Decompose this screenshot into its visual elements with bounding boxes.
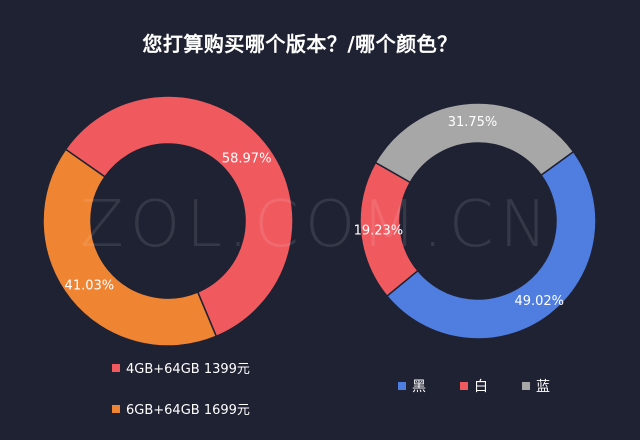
legend-label-black: 黑 bbox=[412, 379, 426, 395]
legend-item-black: 黑 bbox=[398, 376, 426, 396]
legend-swatch-white bbox=[460, 382, 468, 390]
legend-colors: 黑 白 蓝 bbox=[398, 376, 584, 396]
chart-title: 您打算购买哪个版本？/哪个颜色？ bbox=[142, 32, 458, 56]
legend-swatch-4gb bbox=[112, 363, 120, 372]
slice-label-right-1: 19.23% bbox=[354, 224, 404, 239]
slice-label-right-0: 49.02% bbox=[514, 294, 564, 309]
legend-label-white: 白 bbox=[474, 379, 488, 395]
slice-label-left-1: 41.03% bbox=[65, 278, 115, 293]
watermark: ZOL.COM.CN bbox=[80, 188, 554, 262]
legend-swatch-black bbox=[398, 382, 406, 390]
legend-label-blue: 蓝 bbox=[536, 379, 550, 395]
slice-right-0 bbox=[385, 150, 597, 340]
legend-item-4gb: 4GB+64GB 1399元 bbox=[112, 358, 250, 377]
legend-label-4gb: 4GB+64GB 1399元 bbox=[126, 362, 250, 377]
donut-right: 49.02% 19.23% 31.75% bbox=[354, 102, 597, 340]
slice-label-right-2: 31.75% bbox=[448, 115, 498, 130]
donut-left: 58.97% 41.03% bbox=[42, 95, 294, 347]
slice-left-1 bbox=[42, 148, 218, 347]
slice-right-2 bbox=[374, 102, 575, 184]
legend-swatch-6gb bbox=[112, 404, 120, 413]
legend-item-6gb: 6GB+64GB 1699元 bbox=[112, 399, 250, 418]
legend-label-6gb: 6GB+64GB 1699元 bbox=[126, 403, 250, 418]
slice-label-left-0: 58.97% bbox=[222, 152, 272, 167]
slice-left-0 bbox=[64, 95, 294, 338]
legend-swatch-blue bbox=[522, 382, 530, 390]
legend-item-blue: 蓝 bbox=[522, 376, 550, 396]
legend-item-white: 白 bbox=[460, 376, 488, 396]
